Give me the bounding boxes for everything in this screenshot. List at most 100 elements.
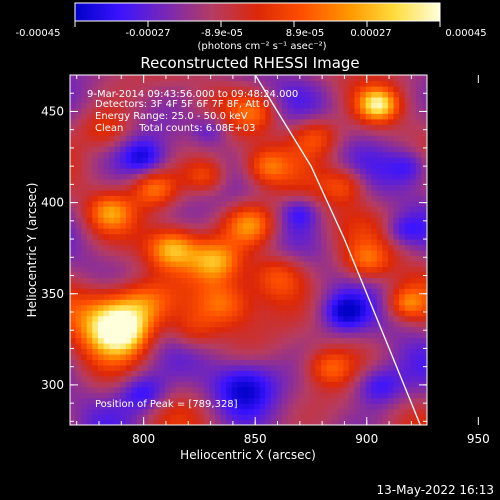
heatmap-cell <box>410 146 417 153</box>
heatmap-cell <box>181 113 188 120</box>
heatmap-cell <box>97 200 105 207</box>
heatmap-cell <box>415 96 423 103</box>
heatmap-cell <box>114 403 121 410</box>
heatmap-cell <box>315 228 322 235</box>
heatmap-cell <box>237 173 244 180</box>
heatmap-cell <box>81 85 88 93</box>
heatmap-cell <box>148 228 155 235</box>
heatmap-cell <box>354 255 361 262</box>
heatmap-cell <box>276 414 283 421</box>
heatmap-cell <box>86 364 93 371</box>
heatmap-cell <box>309 260 317 268</box>
heatmap-cell <box>376 321 383 328</box>
heatmap-cell <box>198 342 205 350</box>
heatmap-cell <box>136 113 144 120</box>
heatmap-cell <box>125 178 132 185</box>
heatmap-cell <box>220 140 227 147</box>
heatmap-cell <box>404 359 411 366</box>
heatmap-cell <box>387 146 395 153</box>
heatmap-cell <box>70 403 77 410</box>
heatmap-cell <box>371 189 378 196</box>
heatmap-cell <box>220 211 227 218</box>
heatmap-cell <box>136 178 144 185</box>
heatmap-cell <box>393 140 400 147</box>
heatmap-cell <box>421 233 427 240</box>
heatmap-cell <box>287 206 294 213</box>
heatmap-cell <box>293 299 300 306</box>
heatmap-cell <box>92 353 99 360</box>
heatmap-cell <box>376 211 383 218</box>
heatmap-cell <box>321 310 328 317</box>
heatmap-cell <box>175 124 183 131</box>
heatmap-cell <box>226 239 233 246</box>
heatmap-cell <box>321 129 328 136</box>
heatmap-cell <box>136 85 144 93</box>
heatmap-cell <box>109 233 116 240</box>
heatmap-cell <box>136 353 144 360</box>
heatmap-cell <box>393 167 400 175</box>
heatmap-cell <box>354 403 361 410</box>
heatmap-cell <box>321 107 328 114</box>
heatmap-cell <box>198 189 205 196</box>
heatmap-cell <box>75 348 82 355</box>
heatmap-cell <box>421 157 427 164</box>
heatmap-cell <box>226 195 233 202</box>
heatmap-cell <box>254 310 261 317</box>
heatmap-cell <box>354 337 361 344</box>
heatmap-cell <box>287 282 294 289</box>
heatmap-cell <box>242 315 250 322</box>
heatmap-cell <box>270 408 277 415</box>
heatmap-cell <box>376 75 383 82</box>
heatmap-cell <box>237 326 244 333</box>
heatmap-cell <box>404 118 411 125</box>
heatmap-cell <box>215 304 222 311</box>
heatmap-cell <box>142 293 149 300</box>
heatmap-cell <box>343 222 350 229</box>
heatmap-cell <box>360 75 367 82</box>
heatmap-cell <box>215 386 222 393</box>
heatmap-cell <box>81 277 88 284</box>
heatmap-cell <box>75 118 82 125</box>
heatmap-cell <box>109 250 116 257</box>
heatmap-cell <box>220 288 227 295</box>
heatmap-cell <box>304 381 311 388</box>
heatmap-cell <box>131 228 138 235</box>
heatmap-cell <box>170 277 177 284</box>
heatmap-cell <box>276 304 283 311</box>
heatmap-cell <box>86 277 93 284</box>
heatmap-cell <box>181 299 188 306</box>
heatmap-cell <box>170 173 177 180</box>
heatmap-cell <box>159 135 166 142</box>
heatmap-cell <box>203 364 211 371</box>
heatmap-cell <box>248 353 255 360</box>
heatmap-cell <box>187 200 194 207</box>
heatmap-cell <box>293 370 300 377</box>
heatmap-cell <box>86 151 93 158</box>
heatmap-cell <box>148 408 155 415</box>
heatmap-cell <box>399 293 406 300</box>
heatmap-cell <box>109 75 116 82</box>
heatmap-cell <box>187 353 194 360</box>
heatmap-cell <box>376 113 383 120</box>
heatmap-cell <box>343 271 350 278</box>
heatmap-cell <box>321 250 328 257</box>
heatmap-cell <box>159 184 166 191</box>
heatmap-cell <box>170 260 177 268</box>
heatmap-cell <box>360 211 367 218</box>
heatmap-cell <box>81 96 88 103</box>
heatmap-cell <box>198 282 205 289</box>
heatmap-cell <box>326 184 333 191</box>
heatmap-cell <box>97 414 105 421</box>
heatmap-cell <box>131 288 138 295</box>
heatmap-cell <box>343 75 350 82</box>
heatmap-cell <box>281 288 289 295</box>
heatmap-cell <box>304 80 311 87</box>
heatmap-cell <box>86 157 93 164</box>
heatmap-cell <box>326 359 333 366</box>
heatmap-cell <box>393 195 400 202</box>
heatmap-cell <box>198 195 205 202</box>
heatmap-cell <box>97 408 105 415</box>
heatmap-cell <box>360 260 367 268</box>
heatmap-cell <box>153 414 160 421</box>
heatmap-cell <box>410 364 417 371</box>
